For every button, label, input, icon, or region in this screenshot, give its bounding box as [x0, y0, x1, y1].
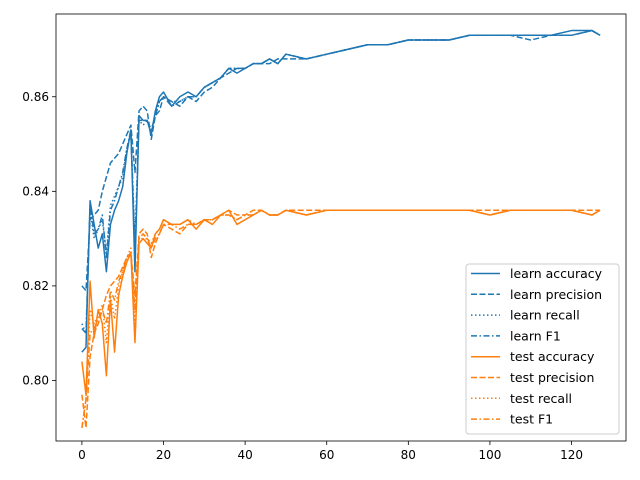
- y-tick-label: 0.84: [22, 184, 49, 198]
- x-tick-label: 100: [478, 448, 501, 462]
- x-axis: 0 20 40 60 80 100 120: [78, 441, 583, 462]
- x-tick-label: 0: [78, 448, 86, 462]
- legend-label: test F1: [510, 412, 553, 427]
- legend: learn accuracy learn precision learn recal…: [465, 263, 620, 435]
- x-tick-label: 60: [319, 448, 334, 462]
- x-tick-label: 40: [237, 448, 252, 462]
- legend-label: learn accuracy: [510, 266, 603, 281]
- y-axis: 0.80 0.82 0.84 0.86: [22, 90, 56, 387]
- y-tick-label: 0.82: [22, 279, 49, 293]
- legend-label: test recall: [510, 391, 572, 406]
- series-line-learn-F1: [81, 29, 601, 334]
- y-tick-label: 0.80: [22, 373, 49, 387]
- y-tick-label: 0.86: [22, 90, 49, 104]
- series-line-test-F1: [81, 209, 601, 428]
- legend-box: [465, 263, 620, 435]
- series-lines: [81, 29, 601, 429]
- legend-label: learn precision: [510, 287, 602, 302]
- x-tick-label: 80: [401, 448, 416, 462]
- x-tick-label: 120: [560, 448, 583, 462]
- legend-label: learn F1: [510, 328, 561, 343]
- x-tick-label: 20: [156, 448, 171, 462]
- legend-label: test precision: [510, 370, 594, 385]
- legend-label: learn recall: [510, 308, 580, 323]
- plot-frame: [55, 13, 627, 442]
- series-line-learn-precision: [81, 29, 601, 292]
- legend-label: test accuracy: [510, 349, 595, 364]
